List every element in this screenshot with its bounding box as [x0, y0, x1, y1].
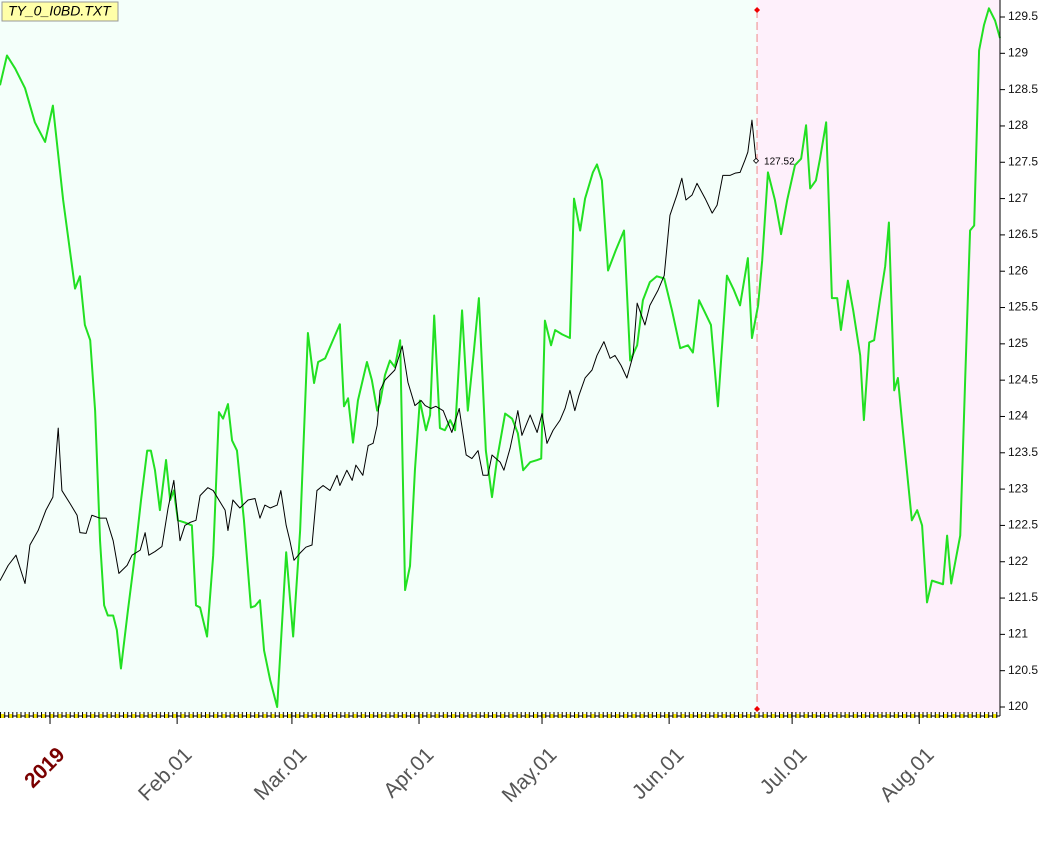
y-tick-label: 123.5 [1008, 445, 1038, 459]
series-line [0, 7, 1001, 708]
y-tick-label: 126.5 [1008, 227, 1038, 241]
last-value-marker [752, 157, 760, 164]
last-value-label: 127.52 [764, 156, 795, 167]
y-tick-label: 121.5 [1008, 590, 1038, 604]
x-tick-label: May.01 [498, 743, 562, 807]
y-tick-label: 128.5 [1008, 82, 1038, 96]
y-tick-label: 127.5 [1008, 154, 1038, 168]
y-tick-label: 129.5 [1008, 9, 1038, 23]
divider-marker [754, 7, 761, 13]
y-tick-label: 124 [1008, 409, 1028, 423]
y-tick-label: 122.5 [1008, 518, 1038, 532]
x-tick-label: Feb.01 [134, 743, 197, 806]
y-tick-label: 125 [1008, 336, 1028, 350]
x-tick-label: Apr.01 [379, 743, 438, 802]
y-tick-label: 124.5 [1008, 372, 1038, 386]
x-tick-label: Jun.01 [628, 743, 689, 804]
y-tick-label: 122 [1008, 554, 1028, 568]
y-tick-label: 120.5 [1008, 663, 1038, 677]
y-tick-label: 120 [1008, 699, 1028, 713]
x-tick-label: Mar.01 [250, 743, 312, 805]
badge-box [1, 1, 119, 22]
history-background [0, 0, 758, 713]
x-minor-ticks [0, 712, 1000, 719]
x-tick-label: Aug.01 [875, 743, 938, 806]
chart-title: TY_0_I0BD.TXT [8, 3, 112, 19]
x-tick-label: Jul.01 [756, 743, 812, 799]
y-tick-label: 125.5 [1008, 300, 1038, 314]
file-badge: TY_0_I0BD.TXT [1, 1, 119, 22]
y-tick-label: 126 [1008, 263, 1028, 277]
forecast-background [757, 0, 1000, 713]
x-tick-label: 2019 [20, 743, 69, 792]
y-tick-label: 129 [1008, 45, 1028, 59]
y-tick-label: 128 [1008, 118, 1028, 132]
plot-area: 127.52 [0, 7, 1001, 712]
y-tick-label: 123 [1008, 481, 1028, 495]
series-line [0, 119, 757, 585]
divider-marker [754, 706, 761, 712]
y-tick-label: 121 [1008, 627, 1028, 641]
y-tick-label: 127 [1008, 191, 1028, 205]
